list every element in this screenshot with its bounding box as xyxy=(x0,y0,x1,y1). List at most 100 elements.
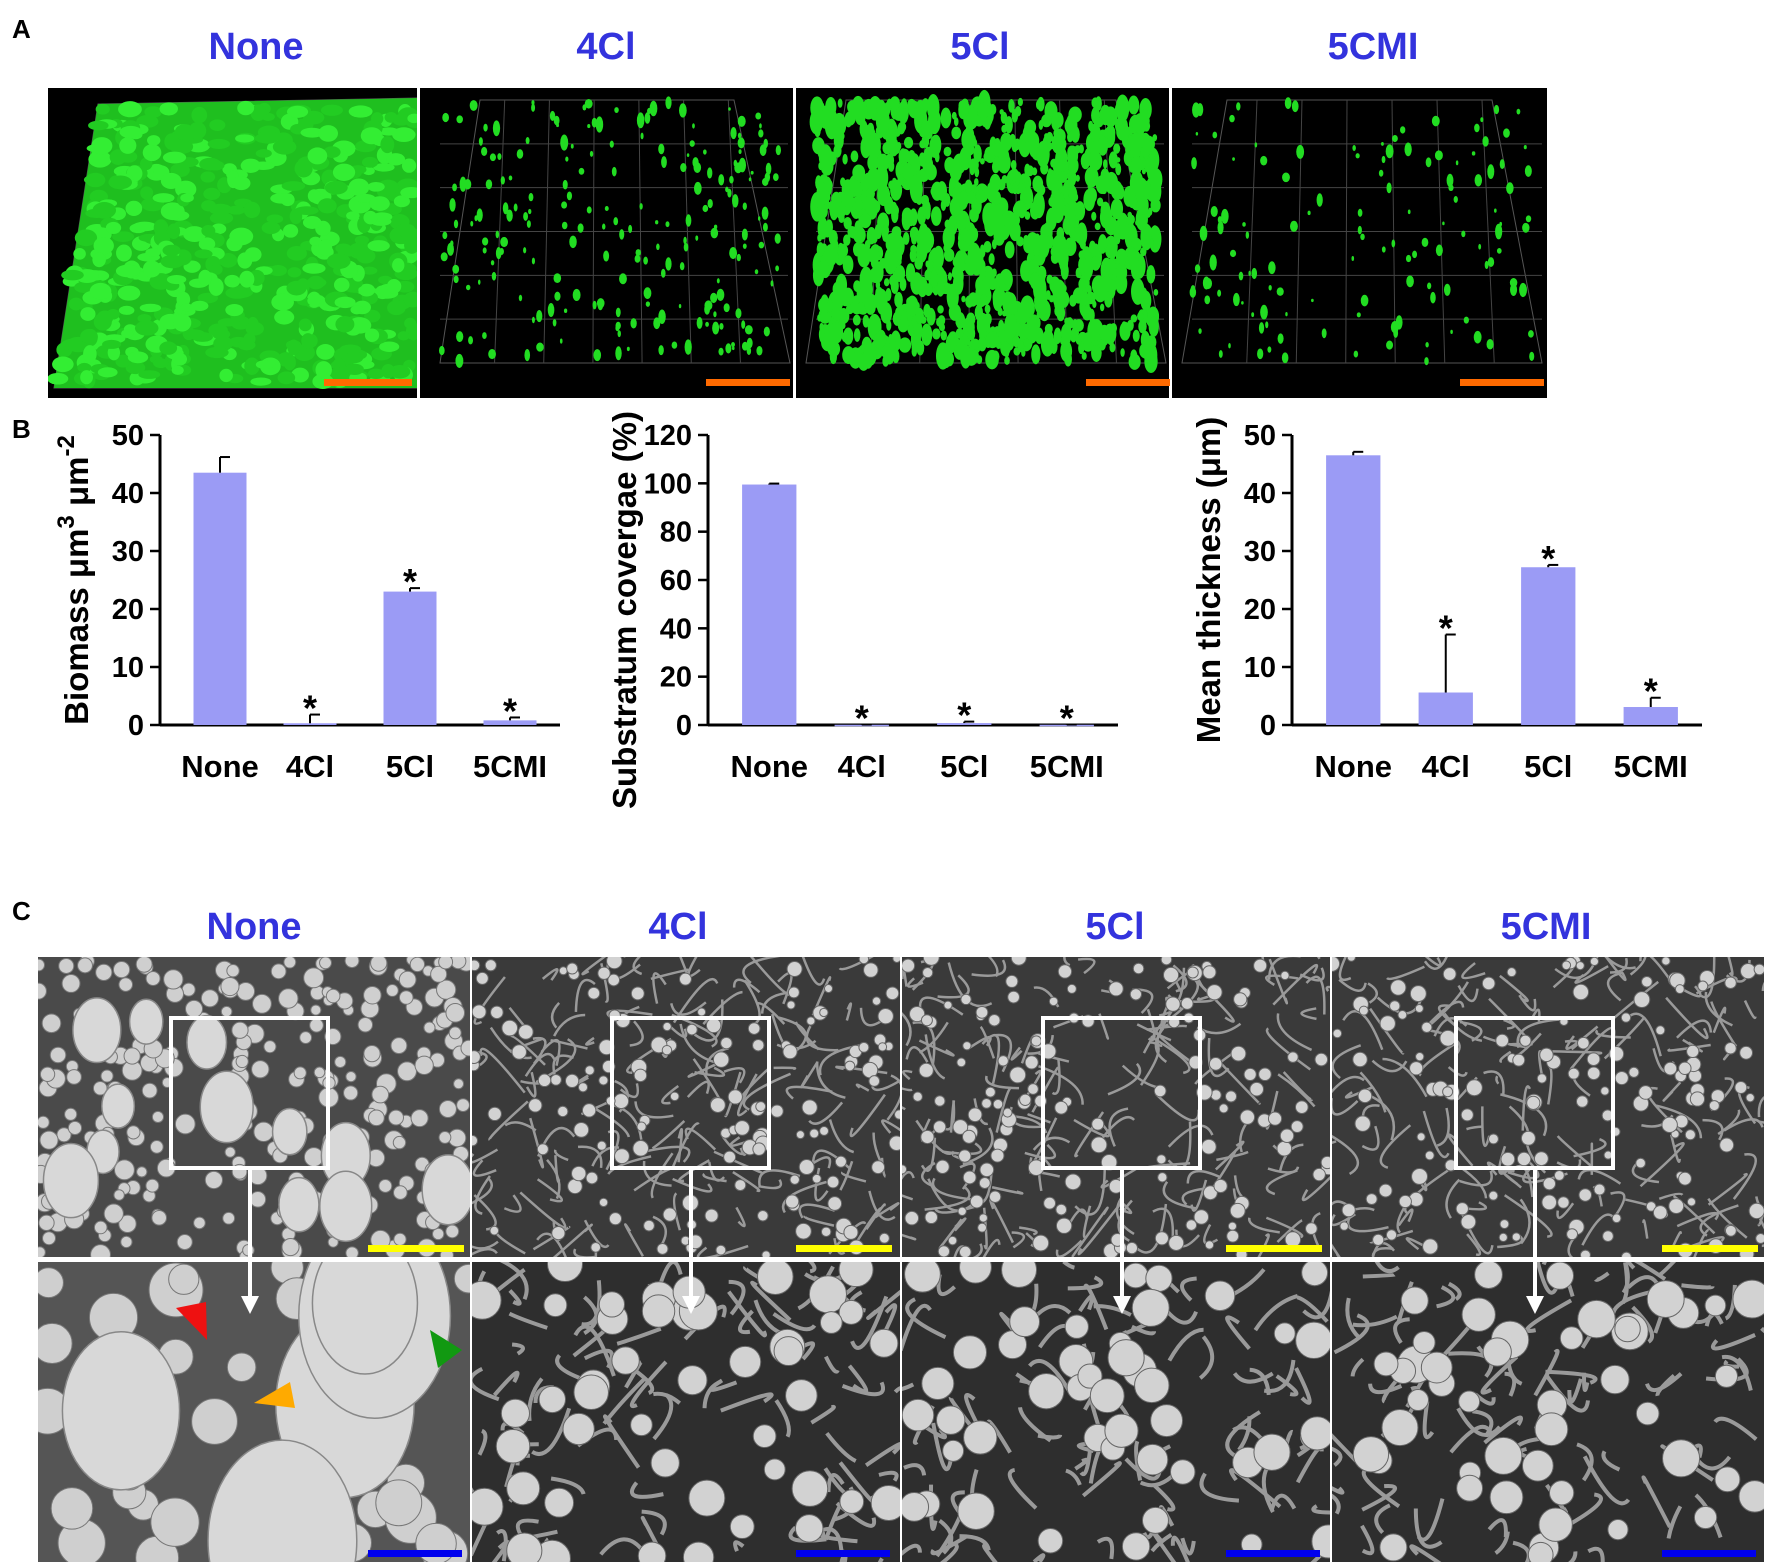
sem-image-5cl-overview xyxy=(902,957,1330,1257)
scale-bar-c-5cl-overview xyxy=(1226,1245,1322,1252)
chart-2-xtick-label-2: 5Cl xyxy=(1524,749,1572,784)
scale-bar-a-4cl xyxy=(706,379,790,386)
chart-2-xtick-label-3: 5CMI xyxy=(1614,749,1688,784)
inset-box-4cl xyxy=(610,1016,771,1170)
substratum-coverage-chart: 0 20 40 60 80 100 120 None * 4Cl * 5Cl * 5CMI Substrat… xyxy=(606,411,1118,809)
chart-1-xtick-label-1: 4Cl xyxy=(838,749,886,784)
chart-0-ytick-label-0: 0 xyxy=(128,710,144,742)
biomass-chart: 0 10 20 30 40 50 None * 4Cl * 5Cl * 5CMI Biomass μm3 … xyxy=(53,420,560,784)
chart-1-significance-1: * xyxy=(855,698,869,739)
chart-0-significance-3: * xyxy=(503,690,517,731)
sem-image-none-overview xyxy=(38,957,470,1257)
panel-a-label-4cl: 4Cl xyxy=(576,26,636,68)
red-arrowhead-icon xyxy=(176,1302,207,1340)
sem-image-4cl-overview xyxy=(472,957,900,1257)
panel-a-label-5cl: 5Cl xyxy=(950,26,1010,68)
panel-c-letter: C xyxy=(12,896,31,926)
chart-0-xtick-label-0: None xyxy=(181,749,259,784)
panel-c-label-5cl: 5Cl xyxy=(1085,906,1145,948)
chart-0-bar-2 xyxy=(383,591,437,725)
confocal-render-4cl xyxy=(438,96,791,368)
scale-bar-c-5cmi-zoom xyxy=(1662,1550,1756,1557)
inset-box-5cl xyxy=(1041,1016,1202,1170)
chart-0-bar-1 xyxy=(283,723,337,725)
scale-bar-c-none-zoom xyxy=(368,1550,462,1557)
chart-0-significance-1: * xyxy=(303,688,317,729)
inset-box-none xyxy=(169,1016,330,1170)
panel-c-label-4cl: 4Cl xyxy=(648,906,708,948)
chart-1-ytick-label-4: 80 xyxy=(660,517,692,549)
chart-2-ytick-label-1: 10 xyxy=(1244,652,1276,684)
scale-bar-c-4cl-overview xyxy=(796,1245,892,1252)
chart-0-xtick-label-1: 4Cl xyxy=(286,749,334,784)
green-arrowhead-icon xyxy=(430,1330,462,1368)
sem-image-5cmi-overview xyxy=(1332,957,1764,1257)
chart-0-ytick-label-5: 50 xyxy=(112,420,144,452)
chart-2-ytick-label-2: 20 xyxy=(1244,594,1276,626)
chart-2-ytick-label-5: 50 xyxy=(1244,420,1276,452)
chart-2-ylabel: Mean thickness (μm) xyxy=(1190,417,1227,743)
scale-bar-a-5cmi xyxy=(1460,379,1544,386)
panel-a-label-none: None xyxy=(208,26,304,68)
chart-1-ytick-label-2: 40 xyxy=(660,613,692,645)
panel-b-letter: B xyxy=(12,414,31,444)
chart-0-ylabel: Biomass μm3 μm-2 xyxy=(53,435,95,725)
chart-2-ytick-label-0: 0 xyxy=(1260,710,1276,742)
inset-box-5cmi xyxy=(1454,1016,1615,1170)
chart-0-ytick-label-3: 30 xyxy=(112,536,144,568)
scale-bar-c-5cmi-overview xyxy=(1662,1245,1758,1252)
chart-2-ytick-label-3: 30 xyxy=(1244,536,1276,568)
chart-1-significance-2: * xyxy=(957,695,971,736)
chart-1-significance-3: * xyxy=(1060,698,1074,739)
chart-0-xtick-label-3: 5CMI xyxy=(473,749,547,784)
inset-arrow-5cl xyxy=(1113,1296,1131,1314)
scale-bar-a-5cl xyxy=(1086,379,1170,386)
sem-image-4cl-zoom xyxy=(472,1262,900,1562)
confocal-render-5cl xyxy=(805,89,1167,373)
chart-2-bar-0 xyxy=(1326,455,1381,725)
panel-a-label-5cmi: 5CMI xyxy=(1327,26,1419,68)
chart-0-ytick-label-4: 40 xyxy=(112,478,144,510)
chart-0-ytick-label-1: 10 xyxy=(112,652,144,684)
chart-1-xtick-label-3: 5CMI xyxy=(1030,749,1104,784)
chart-1-ytick-label-3: 60 xyxy=(660,565,692,597)
chart-1-bar-2 xyxy=(937,723,992,725)
sem-image-5cmi-zoom xyxy=(1332,1262,1764,1562)
inset-arrow-none xyxy=(241,1296,259,1314)
orange-arrowhead-icon xyxy=(254,1382,295,1408)
panel-c-row-divider xyxy=(38,1257,1764,1262)
chart-2-bar-3 xyxy=(1623,707,1678,725)
panel-c-label-5cmi: 5CMI xyxy=(1500,906,1592,948)
chart-1-ytick-label-1: 20 xyxy=(660,662,692,694)
confocal-image-4cl xyxy=(420,88,793,398)
scale-bar-c-none-overview xyxy=(368,1245,464,1252)
chart-2-bar-2 xyxy=(1521,567,1576,725)
confocal-render-none xyxy=(48,97,417,390)
chart-2-ytick-label-4: 40 xyxy=(1244,478,1276,510)
chart-2-xtick-label-0: None xyxy=(1315,749,1393,784)
sem-image-5cl-zoom xyxy=(902,1262,1330,1562)
confocal-image-5cmi xyxy=(1172,88,1547,398)
chart-0-bar-0 xyxy=(193,472,247,725)
chart-2-significance-2: * xyxy=(1541,538,1555,579)
chart-2-significance-1: * xyxy=(1439,608,1453,649)
inset-arrow-5cmi xyxy=(1526,1296,1544,1314)
chart-0-xtick-label-2: 5Cl xyxy=(386,749,434,784)
confocal-render-5cmi xyxy=(1181,97,1543,366)
panel-c-label-none: None xyxy=(206,906,302,948)
chart-1-ytick-label-0: 0 xyxy=(676,710,692,742)
chart-2-significance-3: * xyxy=(1644,671,1658,712)
chart-1-xtick-label-2: 5Cl xyxy=(940,749,988,784)
chart-0-bar-3 xyxy=(483,720,537,725)
chart-1-ytick-label-6: 120 xyxy=(644,420,692,452)
sem-image-none-zoom xyxy=(38,1262,470,1562)
mean-thickness-chart: 0 10 20 30 40 50 None * 4Cl * 5Cl * 5CMI Mean thickne… xyxy=(1190,417,1702,784)
chart-2-bar-1 xyxy=(1418,692,1473,725)
chart-1-bar-0 xyxy=(742,484,797,725)
chart-1-ytick-label-5: 100 xyxy=(644,468,692,500)
chart-0-ytick-label-2: 20 xyxy=(112,594,144,626)
panel-a-letter: A xyxy=(12,14,31,44)
chart-1-xtick-label-0: None xyxy=(731,749,809,784)
confocal-image-none xyxy=(48,88,417,398)
